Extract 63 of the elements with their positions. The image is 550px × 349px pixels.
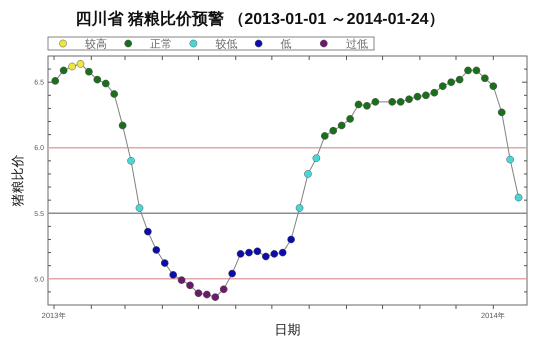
point xyxy=(489,82,498,90)
point xyxy=(127,156,135,165)
point xyxy=(498,108,506,116)
point xyxy=(160,259,169,267)
point xyxy=(312,154,320,162)
point xyxy=(262,252,270,260)
point xyxy=(60,66,68,74)
point xyxy=(438,82,447,90)
point xyxy=(93,76,102,84)
point xyxy=(456,76,464,84)
point xyxy=(447,78,456,86)
point xyxy=(245,248,253,256)
point xyxy=(287,236,295,244)
point xyxy=(320,132,329,140)
point xyxy=(236,250,244,258)
point xyxy=(178,276,186,284)
legend-label: 较高 xyxy=(85,38,107,50)
x-axis-title: 日期 xyxy=(274,322,300,337)
point xyxy=(203,290,211,298)
point xyxy=(354,100,362,108)
legend-label: 低 xyxy=(280,38,292,50)
point xyxy=(278,248,287,256)
point xyxy=(254,247,262,256)
legend-label: 过低 xyxy=(346,38,368,50)
point xyxy=(68,62,76,70)
point xyxy=(338,122,346,130)
point xyxy=(296,204,304,212)
point xyxy=(472,66,480,74)
chart-title: 四川省 猪粮比价预警 （2013-01-01 ～2014-01-24） xyxy=(75,10,445,28)
point xyxy=(152,246,160,254)
point xyxy=(414,92,422,100)
point xyxy=(144,228,152,236)
point xyxy=(372,98,380,106)
point xyxy=(110,90,118,98)
legend-label: 较低 xyxy=(215,38,238,50)
point xyxy=(514,194,522,202)
point xyxy=(388,98,396,106)
point xyxy=(481,74,489,82)
legend-label: 正常 xyxy=(150,38,172,50)
point xyxy=(194,289,202,298)
point xyxy=(220,285,228,294)
point xyxy=(186,281,194,290)
point xyxy=(346,115,354,123)
point xyxy=(51,77,60,85)
point xyxy=(85,68,93,76)
point xyxy=(422,91,430,100)
point xyxy=(102,80,110,88)
point xyxy=(329,126,338,135)
point xyxy=(136,204,144,212)
point xyxy=(228,270,236,278)
point xyxy=(118,122,126,130)
point xyxy=(169,271,178,279)
point xyxy=(430,88,438,97)
point xyxy=(464,66,472,74)
point xyxy=(506,156,514,164)
point xyxy=(396,98,404,106)
y-axis-title: 猪粮比价 xyxy=(10,154,25,206)
point xyxy=(405,95,413,104)
point xyxy=(76,60,84,68)
point xyxy=(363,102,371,110)
point xyxy=(211,293,220,301)
point xyxy=(270,250,278,258)
point xyxy=(304,170,312,178)
